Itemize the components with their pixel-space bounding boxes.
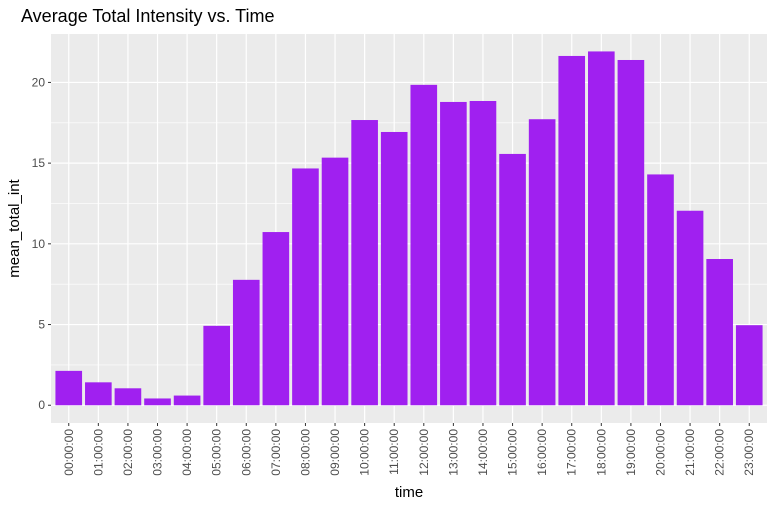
bar (558, 55, 586, 406)
x-tick-label: 18:00:00 (594, 429, 608, 476)
bar (262, 232, 290, 406)
bar (144, 398, 171, 406)
x-tick-label: 07:00:00 (269, 429, 283, 476)
bar (203, 325, 230, 406)
x-tick-label: 14:00:00 (476, 429, 490, 476)
bar (410, 84, 438, 406)
y-tick-label: 20 (32, 75, 46, 89)
y-tick-label: 15 (32, 156, 46, 170)
x-tick-label: 10:00:00 (358, 429, 372, 476)
bar (321, 157, 349, 406)
y-tick-label: 0 (38, 398, 45, 412)
x-tick-label: 13:00:00 (446, 429, 460, 476)
x-tick-label: 11:00:00 (387, 429, 401, 475)
x-tick-label: 00:00:00 (62, 429, 76, 476)
x-tick-label: 01:00:00 (91, 429, 105, 476)
bar (735, 325, 763, 406)
x-tick-label: 22:00:00 (713, 429, 727, 476)
y-axis: 0 5 10 15 20 (32, 75, 51, 412)
x-tick-label: 17:00:00 (565, 429, 579, 476)
bar (647, 174, 674, 406)
bar (588, 51, 615, 406)
bar (499, 153, 526, 406)
bar (55, 370, 83, 406)
bar (292, 168, 319, 406)
x-tick-label: 03:00:00 (151, 429, 165, 476)
x-tick-label: 19:00:00 (624, 429, 638, 476)
x-tick-label: 23:00:00 (742, 429, 756, 476)
bar (85, 382, 112, 406)
x-tick-label: 15:00:00 (506, 429, 520, 476)
bar (440, 101, 467, 406)
x-tick-label: 12:00:00 (417, 429, 431, 476)
x-tick-label: 06:00:00 (239, 429, 253, 476)
x-tick-label: 02:00:00 (121, 429, 135, 476)
bar (528, 119, 556, 406)
x-tick-label: 21:00:00 (683, 429, 697, 476)
bar (676, 210, 704, 406)
x-tick-label: 16:00:00 (535, 429, 549, 476)
x-axis: 00:00:00 01:00:00 02:00:00 03:00:00 04:00:00… (62, 423, 756, 476)
x-tick-label: 04:00:00 (180, 429, 194, 476)
bar (173, 395, 201, 406)
x-tick-label: 05:00:00 (210, 429, 224, 476)
bar (380, 131, 408, 406)
bar (351, 120, 378, 406)
x-tick-label: 09:00:00 (328, 429, 342, 476)
x-tick-label: 20:00:00 (653, 429, 667, 476)
bar (617, 59, 645, 406)
y-axis-title: mean_total_int (6, 178, 23, 277)
bar (232, 279, 260, 406)
x-tick-label: 08:00:00 (298, 429, 312, 476)
y-tick-label: 5 (38, 318, 45, 332)
bar (114, 388, 142, 406)
y-tick-label: 10 (32, 237, 46, 251)
chart-title: Average Total Intensity vs. Time (21, 6, 274, 26)
bar (469, 100, 497, 406)
bars (55, 51, 763, 406)
bar (706, 259, 733, 406)
x-axis-title: time (395, 484, 423, 501)
